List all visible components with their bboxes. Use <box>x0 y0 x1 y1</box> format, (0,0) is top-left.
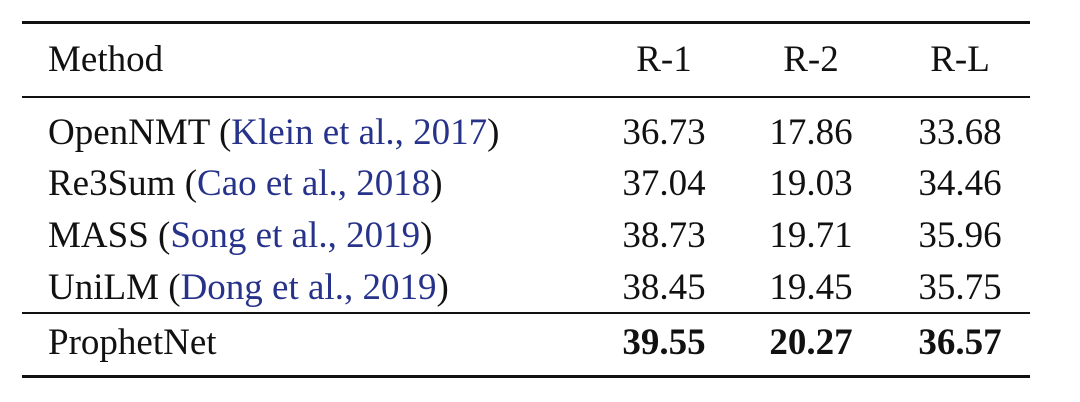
method-name: ) <box>436 267 449 308</box>
method-name: ) <box>430 163 443 204</box>
score-cell: 36.57 <box>918 322 1002 363</box>
method-name: ) <box>420 215 433 256</box>
citation: Song et al., 2019 <box>170 215 421 256</box>
score-cell: 20.27 <box>769 322 853 363</box>
method-name: OpenNMT ( <box>48 112 232 153</box>
bottom-rule <box>22 375 1030 378</box>
top-rule <box>22 21 1030 24</box>
score-cell: 36.73 <box>622 112 706 153</box>
score-cell: 35.75 <box>918 267 1002 308</box>
header-cell: Method <box>48 39 164 80</box>
score-cell: 17.86 <box>769 112 853 153</box>
method-cell: Re3Sum (Cao et al., 2018) <box>48 164 443 204</box>
score-cell: 19.45 <box>769 267 853 308</box>
citation: Klein et al., 2017 <box>231 112 488 153</box>
mid-rule <box>22 312 1030 314</box>
method-cell: UniLM (Dong et al., 2019) <box>48 268 449 308</box>
citation: Cao et al., 2018 <box>197 163 431 204</box>
method-name: ProphetNet <box>48 322 217 363</box>
score-cell: 19.71 <box>769 215 853 256</box>
score-cell: 38.45 <box>622 267 706 308</box>
score-cell: 38.73 <box>622 215 706 256</box>
header-rule <box>22 96 1030 98</box>
method-name: MASS ( <box>48 215 171 256</box>
method-cell: OpenNMT (Klein et al., 2017) <box>48 113 499 153</box>
score-cell: 33.68 <box>918 112 1002 153</box>
citation: Dong et al., 2019 <box>180 267 437 308</box>
header-cell: R-2 <box>783 39 839 80</box>
score-cell: 35.96 <box>918 215 1002 256</box>
score-cell: 19.03 <box>769 163 853 204</box>
method-cell: ProphetNet <box>48 323 217 363</box>
header-cell: R-L <box>930 39 990 80</box>
score-cell: 37.04 <box>622 163 706 204</box>
header-cell: R-1 <box>636 39 692 80</box>
score-cell: 39.55 <box>622 322 706 363</box>
score-cell: 34.46 <box>918 163 1002 204</box>
method-cell: MASS (Song et al., 2019) <box>48 216 432 256</box>
method-name: ) <box>487 112 500 153</box>
method-name: Re3Sum ( <box>48 163 198 204</box>
method-name: UniLM ( <box>48 267 181 308</box>
